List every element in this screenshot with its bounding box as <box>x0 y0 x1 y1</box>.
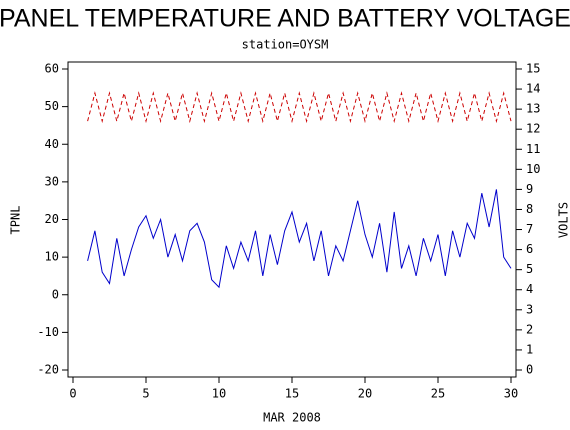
chart-subtitle: station=OYSM <box>242 38 329 52</box>
x-tick-label: 10 <box>212 387 226 401</box>
y-tick-label: 10 <box>45 250 59 264</box>
x-tick-label: 20 <box>358 387 372 401</box>
y-tick-label: -10 <box>37 325 59 339</box>
x-tick-label: 25 <box>431 387 445 401</box>
y2-tick-label: 13 <box>526 102 540 116</box>
y2-tick-label: 12 <box>526 122 540 136</box>
y-tick-label: 60 <box>45 62 59 76</box>
y-axis-label: TPNL <box>9 206 23 235</box>
x-tick-label: 30 <box>504 387 518 401</box>
y-tick-label: 50 <box>45 99 59 113</box>
x-tick-label: 0 <box>69 387 76 401</box>
series-line <box>87 189 512 289</box>
y-tick-label: 20 <box>45 212 59 226</box>
x-tick-label: 15 <box>285 387 299 401</box>
y2-axis-label: VOLTS <box>557 202 570 238</box>
chart-title: PANEL TEMPERATURE AND BATTERY VOLTAGE <box>0 5 570 33</box>
y2-tick-label: 9 <box>526 182 533 196</box>
y2-tick-label: 1 <box>526 342 533 356</box>
y-tick-label: 30 <box>45 174 59 188</box>
y2-tick-label: 7 <box>526 222 533 236</box>
series-line <box>87 91 512 124</box>
y2-tick-label: 14 <box>526 82 540 96</box>
y2-tick-label: 15 <box>526 62 540 76</box>
y2-tick-label: 5 <box>526 262 533 276</box>
y2-tick-label: 0 <box>526 363 533 377</box>
y-tick-label: -20 <box>37 363 59 377</box>
y2-tick-label: 3 <box>526 302 533 316</box>
y-tick-label: 0 <box>52 287 59 301</box>
y2-tick-label: 2 <box>526 322 533 336</box>
y2-tick-label: 4 <box>526 282 533 296</box>
y2-tick-label: 10 <box>526 162 540 176</box>
y-tick-label: 40 <box>45 137 59 151</box>
x-axis-label: MAR 2008 <box>263 411 321 425</box>
y2-tick-label: 8 <box>526 202 533 216</box>
y2-tick-label: 6 <box>526 242 533 256</box>
plot-frame <box>67 61 517 378</box>
y2-tick-label: 11 <box>526 142 540 156</box>
x-tick-label: 5 <box>142 387 149 401</box>
